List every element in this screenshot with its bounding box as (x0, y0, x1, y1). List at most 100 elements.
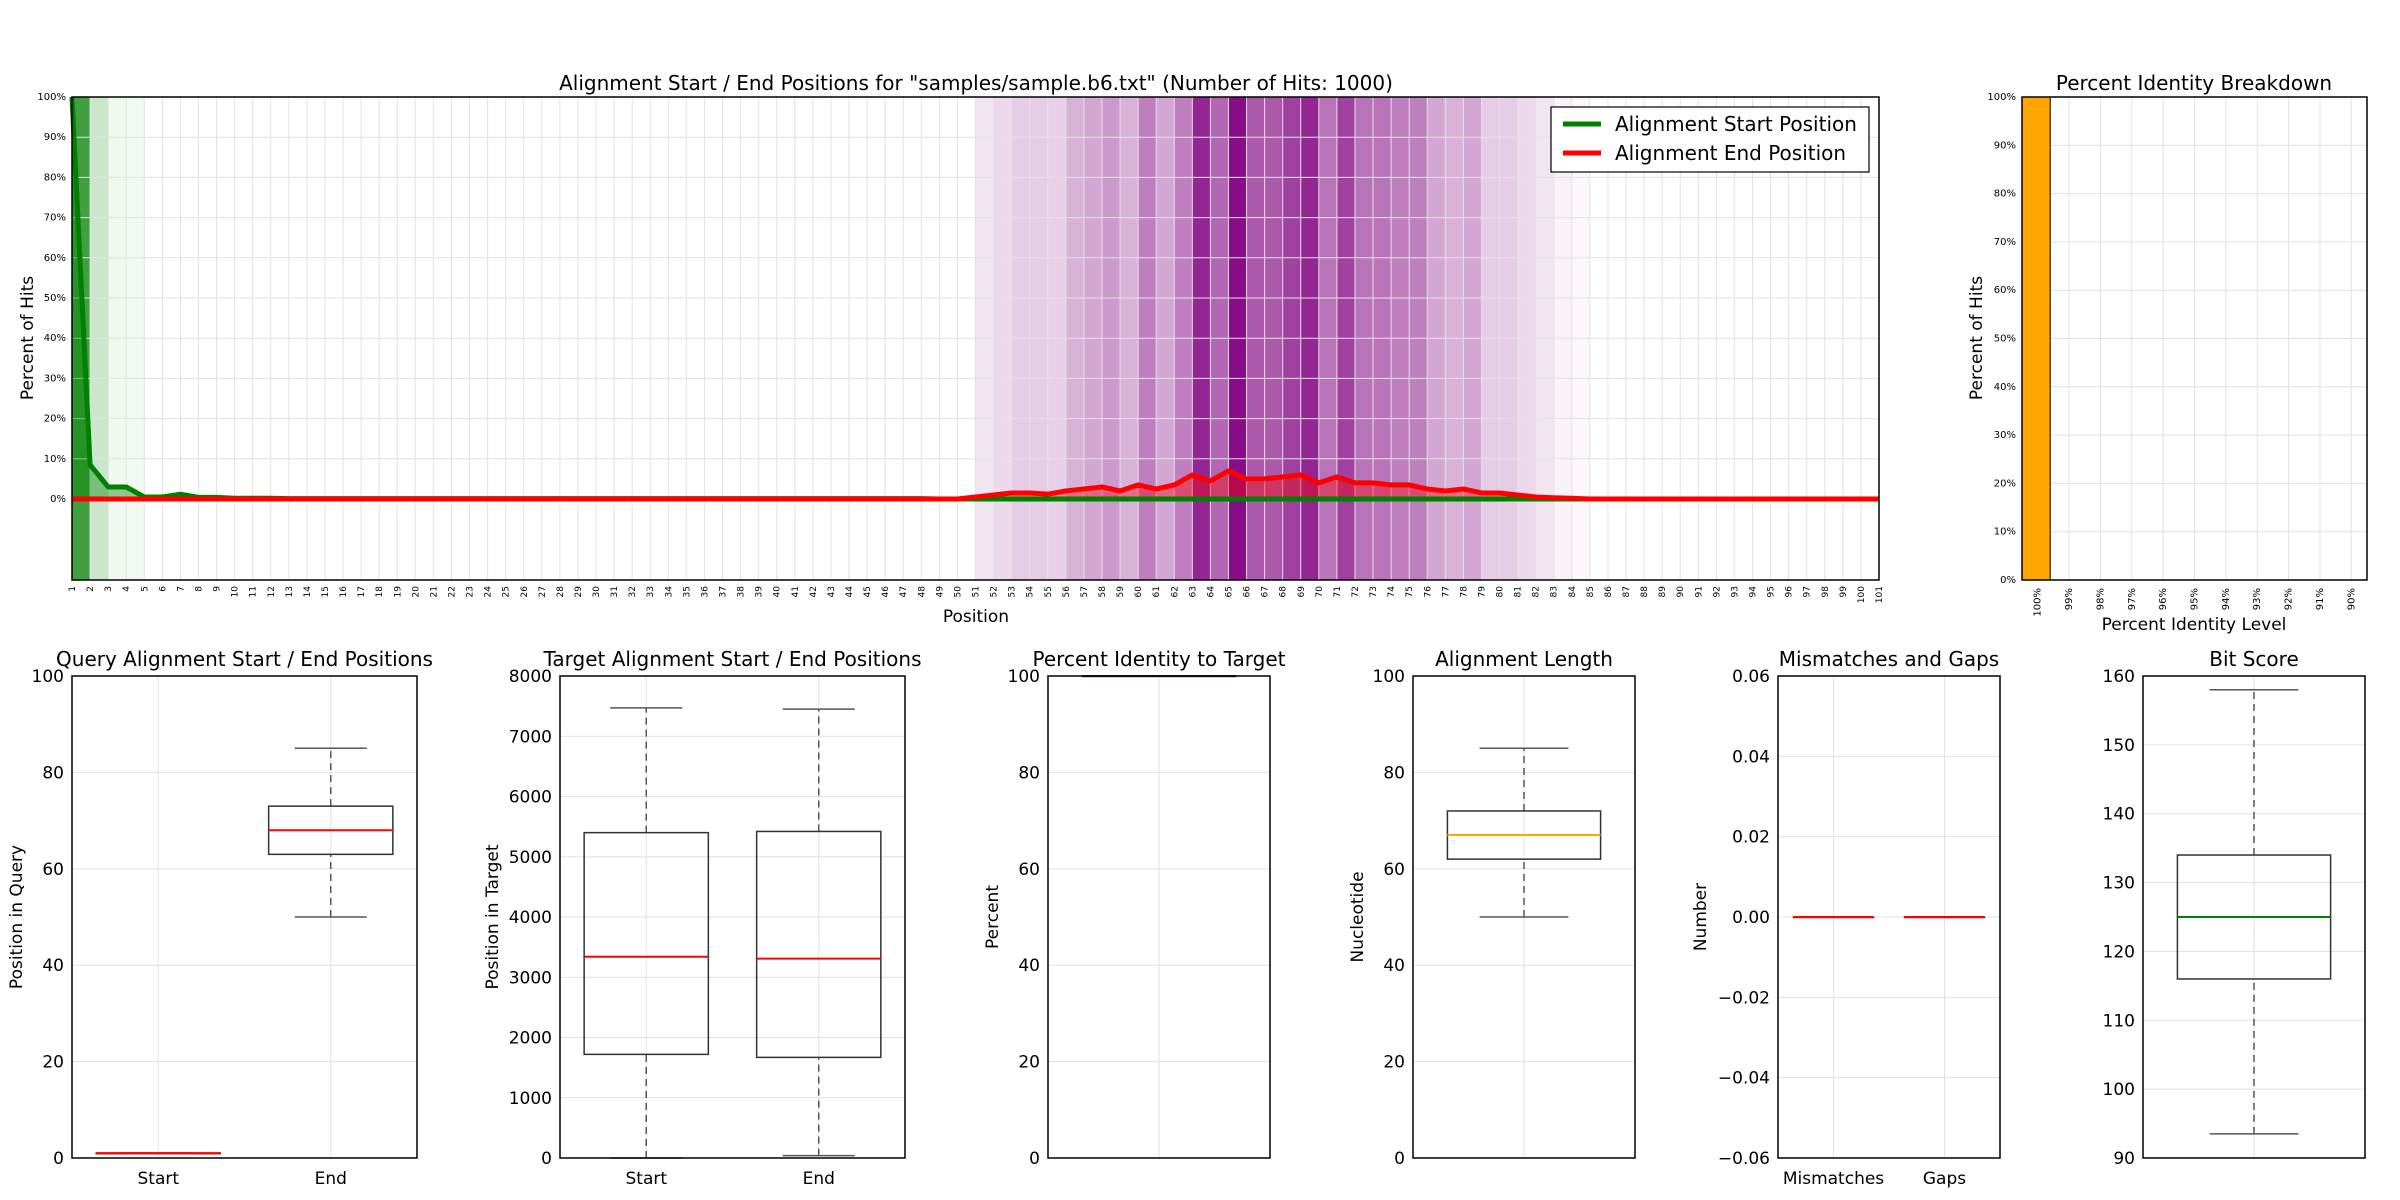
y-tick-label: 100% (37, 92, 66, 103)
x-tick-label: 59 (1116, 586, 1126, 598)
x-tick-label: 95 (1767, 586, 1777, 597)
x-tick-label: 18 (375, 586, 385, 598)
y-tick-labels: 0% 10% 20% 30% 40% 50% 60% 70% 80% 90% 100% (1987, 92, 2016, 586)
y-tick-label: 70% (1994, 237, 2016, 248)
chart-title: Percent Identity to Target (1033, 647, 1286, 671)
x-tick-label: 80 (1496, 586, 1506, 598)
y-axis-label: Number (1691, 883, 1711, 951)
box-plot-panel: 90 100 110 120 130 140 150 160 Bit Score (2103, 647, 2366, 1169)
y-tick-label: 50% (44, 293, 66, 304)
y-tick-label: 0.06 (1732, 667, 1770, 687)
x-tick-label: 70 (1315, 586, 1325, 598)
y-tick-label: 0.00 (1732, 908, 1770, 928)
plot-frame (559, 675, 906, 1159)
y-tick-label: 60 (1383, 860, 1405, 880)
y-tick-label: 10% (44, 454, 66, 465)
y-tick-label: 80% (44, 172, 66, 183)
x-tick-label: Gaps (1923, 1169, 1966, 1189)
y-tick-label: 90 (2113, 1149, 2135, 1169)
x-tick-label: 30 (592, 586, 602, 598)
plot-frame (1047, 675, 1271, 1159)
x-tick-label: 9 (213, 586, 223, 592)
x-tick-label: 3 (104, 586, 114, 592)
series-fill-layer (72, 97, 1879, 499)
x-tick-label: 32 (628, 586, 638, 597)
x-tick-label: 29 (574, 586, 584, 598)
x-tick-label: 79 (1477, 586, 1487, 598)
x-tick-label: 14 (303, 586, 313, 598)
x-tick-label: 100% (2033, 588, 2044, 617)
x-tick-label: 76 (1423, 586, 1433, 598)
y-tick-label: −0.02 (1718, 988, 1770, 1008)
x-tick-label: 42 (809, 586, 819, 597)
y-tick-label: 7000 (509, 727, 552, 747)
x-tick-labels: 100% 99% 98% 97% 96% 95% 94% 93% 92% 91% 90% (2033, 588, 2358, 617)
y-tick-label: 0 (1029, 1149, 1040, 1169)
y-tick-label: 40 (1018, 956, 1040, 976)
x-axis-label: Percent Identity Level (2102, 615, 2287, 635)
x-tick-label: 16 (339, 586, 349, 598)
x-tick-label: 6 (158, 586, 168, 592)
legend-box (1550, 106, 1870, 173)
x-tick-labels: 1 2 3 4 5 6 7 8 9 10 11 12 13 14 15 16 17 18 19 20 21 22 23 24 2… (68, 586, 1885, 603)
y-tick-label: −0.06 (1718, 1149, 1770, 1169)
x-tick-label: 73 (1369, 586, 1379, 597)
series-line-layer (69, 96, 1879, 502)
x-tick-label: 101 (1875, 586, 1885, 603)
x-tick-label: 71 (1333, 586, 1343, 597)
y-tick-label: 0.02 (1732, 828, 1770, 848)
x-tick-label: 49 (935, 586, 945, 598)
plot-frame (71, 675, 418, 1159)
y-tick-label: 100 (2103, 1080, 2135, 1100)
x-tick-label: 93 (1730, 586, 1740, 597)
x-tick-label: 55 (1044, 586, 1054, 597)
x-tick-label: 77 (1441, 586, 1451, 597)
y-tick-label: 0% (2000, 575, 2016, 586)
y-tick-label: 80% (1994, 189, 2016, 200)
y-tick-label: 80 (42, 763, 64, 783)
x-tick-label: 99 (1839, 586, 1849, 598)
y-tick-label: 0 (53, 1149, 64, 1169)
x-tick-label: 86 (1604, 586, 1614, 598)
x-tick-label: 94 (1749, 586, 1759, 598)
x-tick-label: 62 (1170, 586, 1180, 597)
x-tick-label: 50 (953, 586, 963, 598)
x-tick-label: 87 (1622, 586, 1632, 597)
x-tick-label: 47 (899, 586, 909, 597)
y-tick-label: 20 (1018, 1053, 1040, 1073)
x-tick-label: 96% (2158, 588, 2169, 610)
x-tick-label: 54 (1026, 586, 1036, 598)
x-tick-label: 58 (1098, 586, 1108, 598)
y-tick-label: 40 (1383, 956, 1405, 976)
y-tick-label: 90% (44, 132, 66, 143)
y-tick-label: 70% (44, 213, 66, 224)
y-tick-label: 120 (2103, 942, 2135, 962)
box-plot-panel: 0 20 40 60 80 100 Start End Query Alignment Star… (7, 647, 433, 1189)
x-tick-label: 82 (1532, 586, 1542, 597)
x-tick-label: 38 (737, 586, 747, 598)
x-tick-label: 15 (321, 586, 331, 597)
x-tick-label: 37 (719, 586, 729, 597)
x-tick-label: 88 (1640, 586, 1650, 598)
x-tick-label: 92% (2284, 588, 2295, 610)
x-tick-label: Start (625, 1169, 667, 1189)
x-tick-label: 66 (1243, 586, 1253, 598)
y-tick-label: 80 (1018, 763, 1040, 783)
x-tick-label: 13 (285, 586, 295, 597)
x-tick-label: 65 (1224, 586, 1234, 597)
x-tick-label: 45 (863, 586, 873, 597)
x-tick-label: 31 (610, 586, 620, 597)
x-tick-label: 7 (176, 586, 186, 592)
chart-title: Mismatches and Gaps (1779, 647, 1999, 671)
x-tick-label: 26 (520, 586, 530, 598)
x-tick-label: 23 (466, 586, 476, 597)
x-tick-label: 95% (2190, 588, 2201, 610)
y-tick-label: 80 (1383, 763, 1405, 783)
box-plot-row: 0 20 40 60 80 100 Start End Query Alignment Star… (7, 647, 2366, 1189)
end-series-line (72, 468, 1879, 502)
y-tick-label: 40 (42, 956, 64, 976)
y-tick-label: 8000 (509, 667, 552, 687)
x-tick-label: 24 (484, 586, 494, 598)
